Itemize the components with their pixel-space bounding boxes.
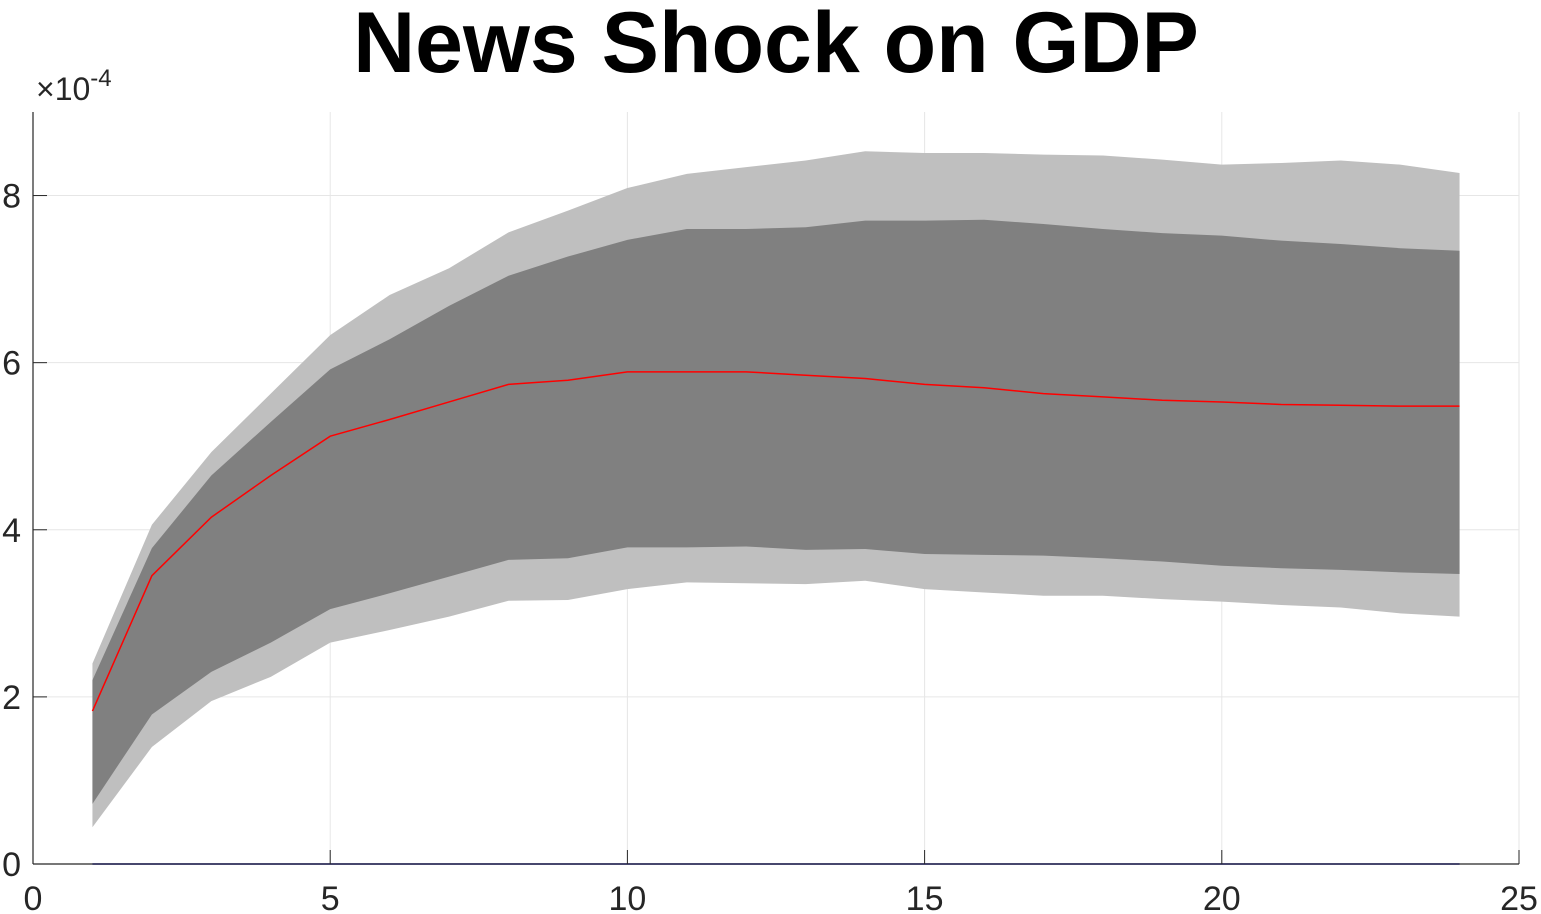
y-tick-label: 6 [2, 345, 21, 383]
x-tick-label: 5 [321, 880, 340, 914]
inner-confidence-band [92, 219, 1460, 804]
y-axis-multiplier: ×10-4 [36, 65, 112, 107]
x-tick-label: 10 [608, 880, 646, 914]
x-tick-label: 20 [1203, 880, 1241, 914]
y-tick-label: 0 [2, 846, 21, 884]
y-tick-label: 2 [2, 679, 21, 717]
x-tick-label: 25 [1500, 880, 1538, 914]
y-tick-label: 8 [2, 178, 21, 216]
y-tick-label: 4 [2, 512, 21, 550]
x-tick-label: 15 [906, 880, 944, 914]
median-line [91, 371, 1460, 712]
plot-area: 0 5 10 15 20 25 0 2 4 6 8 ×10-4 [2, 65, 1538, 914]
x-tick-label: 0 [24, 880, 43, 914]
chart-title: News Shock on GDP [353, 0, 1199, 91]
